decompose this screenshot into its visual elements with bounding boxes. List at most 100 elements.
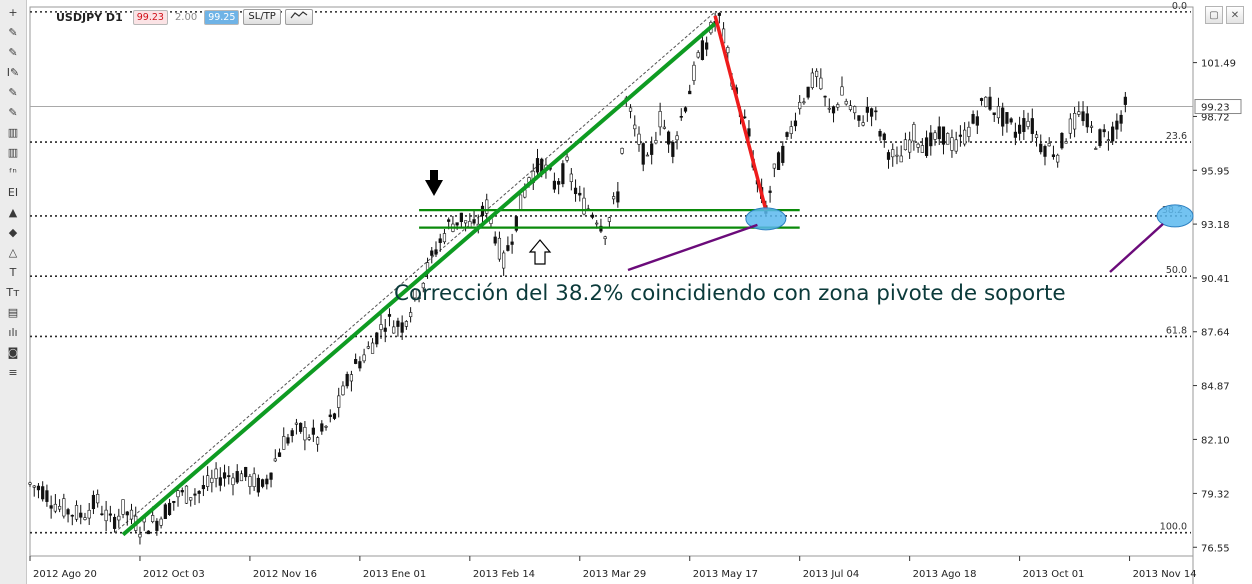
candle-body (768, 190, 772, 193)
candle-body (658, 111, 662, 128)
candle-body (58, 506, 62, 510)
candle-body (1001, 107, 1005, 127)
y-tick-label: 87.64 (1201, 328, 1230, 339)
candle-body (971, 114, 975, 124)
candle-body (112, 516, 117, 529)
fibo-level-label: 0.0 (1172, 1, 1187, 12)
candle-body (510, 241, 514, 245)
candle-body (370, 342, 375, 354)
text-small-icon[interactable]: Tт (6, 285, 20, 299)
candle-body (121, 499, 125, 515)
shapes-icon[interactable]: △ (8, 245, 18, 259)
sl-tp-button[interactable]: SL/TP (243, 9, 281, 25)
text-icon[interactable]: T (9, 265, 17, 279)
candle-body (557, 181, 561, 185)
candle-body (197, 490, 201, 494)
current-price-label: 99.23 (1201, 103, 1230, 114)
candle-body (404, 321, 408, 327)
candle-body (607, 217, 611, 222)
pencil-icon[interactable]: I✎ (6, 65, 20, 79)
candle-body (345, 373, 349, 387)
fn-icon[interactable]: ᶠⁿ (9, 165, 17, 179)
candle-body (299, 422, 303, 432)
candle-body (933, 132, 937, 140)
candle-body (1030, 118, 1034, 134)
candle-body (294, 422, 299, 425)
candle-body (514, 216, 518, 231)
candle-body (988, 96, 992, 110)
candle-body (1111, 126, 1115, 142)
candle-body (857, 115, 861, 121)
y-tick-label: 79.32 (1201, 489, 1230, 500)
x-tick-label: 2012 Ago 20 (33, 569, 97, 580)
x-tick-label: 2013 Feb 14 (473, 569, 535, 580)
up-arrow-icon[interactable]: ▲ (8, 205, 18, 219)
candle-body (565, 156, 569, 161)
candle-body (865, 106, 869, 113)
candle-body (1056, 154, 1060, 163)
candle-body (726, 47, 730, 54)
candle-body (176, 490, 180, 498)
price-chart-svg[interactable]: 101.49 98.72 95.95 93.18 90.41 87.64 84.87 82.1… (26, 0, 1252, 584)
candle-body (328, 414, 332, 418)
candle-body (303, 427, 307, 441)
candle-body (861, 122, 865, 126)
candle-body (74, 505, 79, 520)
candle-body (146, 530, 151, 535)
candle-body (692, 64, 696, 81)
bars-icon[interactable]: ▥ (7, 125, 19, 139)
candle-body (442, 233, 447, 243)
candle-body (899, 155, 903, 163)
maximize-button[interactable]: ▢ (1205, 6, 1223, 24)
candle-body (493, 236, 497, 244)
candle-body (1013, 131, 1017, 138)
candle-body (903, 139, 908, 151)
candle-body (163, 504, 167, 519)
pencil-icon[interactable]: ✎ (8, 25, 18, 39)
candle-body (341, 385, 345, 396)
ask-price-box[interactable]: 99.25 (204, 9, 240, 25)
candle-body (206, 475, 210, 487)
candle-body (104, 509, 108, 522)
candle-body (307, 437, 311, 440)
layers-icon[interactable]: ▤ (7, 305, 19, 319)
candle-body (785, 132, 789, 137)
chart-area[interactable]: 101.49 98.72 95.95 93.18 90.41 87.64 84.87 82.1… (26, 0, 1252, 584)
fibo-level-label: 23.6 (1166, 131, 1187, 142)
candle-body (180, 490, 184, 493)
candle-body (320, 423, 324, 432)
el-icon[interactable]: EI (7, 185, 19, 199)
candle-body (1123, 96, 1127, 105)
close-icon: ✕ (1230, 9, 1240, 21)
list-icon[interactable]: ≡ (8, 365, 18, 379)
down-arrow-icon[interactable]: ◆ (8, 225, 18, 239)
candle-body (1039, 143, 1043, 153)
pencil-icon[interactable]: ✎ (8, 105, 18, 119)
candle-body (455, 222, 459, 226)
candle-body (831, 106, 836, 114)
crosshair-icon[interactable]: + (8, 5, 18, 19)
bid-price-box[interactable]: 99.23 (132, 9, 168, 25)
pencil-icon[interactable]: ✎ (8, 45, 18, 59)
x-tick-label: 2013 Ene 01 (363, 569, 426, 580)
close-button[interactable]: ✕ (1226, 6, 1244, 24)
candle-body (290, 430, 294, 436)
candles-icon[interactable]: ılı (8, 325, 18, 339)
fibo-diagonal-line (114, 11, 716, 534)
camera-icon[interactable]: ◙ (7, 345, 19, 359)
candle-body (662, 126, 666, 129)
candle-body (383, 327, 387, 332)
chart-type-button[interactable] (284, 9, 313, 25)
candle-body (679, 116, 683, 118)
candle-body (937, 126, 941, 140)
candle-body (810, 72, 814, 88)
candle-body (1064, 141, 1068, 144)
candle-body (582, 197, 586, 215)
candle-body (1102, 129, 1106, 133)
candle-body (49, 505, 53, 509)
bars-icon[interactable]: ▥ (7, 145, 19, 159)
pencil-icon[interactable]: ✎ (8, 85, 18, 99)
candle-body (958, 134, 962, 137)
candle-body (848, 105, 853, 110)
candle-body (535, 158, 540, 173)
